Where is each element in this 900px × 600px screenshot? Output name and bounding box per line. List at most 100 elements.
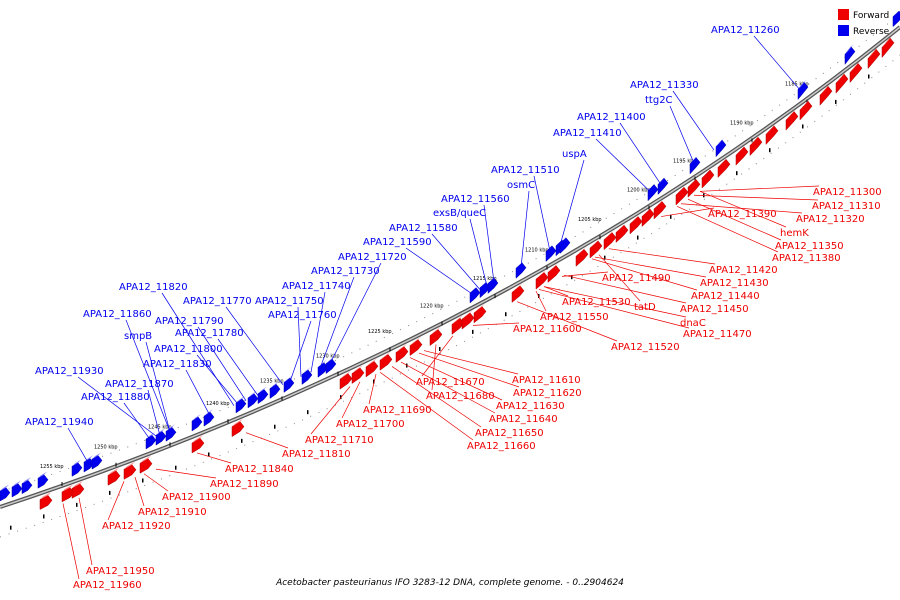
reverse-gene-leader [147, 389, 161, 436]
scale-label: 1230 kbp [316, 354, 340, 360]
forward-gene-leader [196, 452, 232, 464]
forward-gene-label: APA12_11680 [426, 391, 495, 402]
scale-label: 1195 kbp [673, 158, 697, 164]
forward-gene-leader [245, 432, 289, 449]
forward-gene-label: APA12_11890 [210, 479, 279, 490]
forward-gene-leader [423, 350, 519, 375]
forward-gene-4-top [124, 461, 135, 470]
reverse-gene-label: APA12_11410 [553, 128, 622, 139]
forward-gene-label: APA12_11390 [708, 209, 777, 220]
scale-label: 1200 kbp [627, 188, 651, 194]
reverse-gene-20 [469, 287, 481, 304]
reverse-gene-label: APA12_11800 [154, 344, 223, 355]
reverse-gene-leader [123, 402, 151, 440]
forward-gene-label: APA12_11950 [86, 566, 155, 577]
forward-gene-label: APA12_11840 [225, 464, 294, 475]
forward-gene-16-top [462, 309, 473, 320]
forward-gene-27-top [654, 198, 665, 209]
forward-gene-leader [472, 322, 520, 326]
forward-gene-24 [615, 224, 629, 244]
forward-gene-label: APA12_11660 [467, 441, 536, 452]
forward-gene-label: APA12_11320 [796, 214, 865, 225]
reverse-gene-29 [689, 156, 701, 175]
forward-gene-leader [535, 290, 547, 312]
reverse-gene-label: APA12_11760 [268, 310, 337, 321]
reverse-gene-2 [21, 479, 33, 495]
forward-gene-19-top [536, 269, 547, 280]
forward-gene-label: APA12_11490 [602, 273, 671, 284]
forward-gene-leader [543, 286, 569, 297]
scale-label: 1245 kbp [148, 424, 172, 430]
reverse-gene-label: APA12_11930 [35, 366, 104, 377]
forward-gene-leader [591, 258, 698, 291]
reverse-gene-29-top [690, 154, 699, 164]
forward-gene-label: APA12_11960 [73, 580, 142, 591]
forward-gene-24-top [616, 222, 627, 233]
forward-gene-26 [641, 208, 655, 228]
reverse-gene-label: APA12_11860 [83, 309, 152, 320]
reverse-gene-24 [545, 245, 557, 263]
forward-gene-26-top [642, 205, 653, 217]
forward-gene-label: APA12_11550 [540, 312, 609, 323]
reverse-gene-3-top [38, 471, 47, 479]
reverse-gene-leader [289, 320, 312, 382]
forward-gene-label: APA12_11920 [102, 521, 171, 532]
forward-gene-21-top [576, 246, 587, 257]
scale-label: 1215 kbp [473, 276, 497, 282]
axis-marker [10, 525, 12, 530]
forward-gene-40-top [868, 46, 879, 59]
forward-gene-25-top [630, 213, 641, 224]
forward-gene-17-top [474, 303, 485, 313]
reverse-gene-4 [71, 462, 83, 477]
reverse-gene-25-top [556, 237, 565, 246]
axis-marker [76, 502, 78, 507]
forward-gene-label: dnaC [680, 318, 706, 329]
forward-gene-25 [629, 216, 643, 235]
scale-label: 1240 kbp [206, 401, 230, 407]
forward-gene-label: APA12_11620 [513, 388, 582, 399]
reverse-gene-label: uspA [562, 149, 587, 160]
genome-axis-highlight [0, 26, 900, 508]
reverse-gene-leader [469, 218, 488, 287]
forward-gene-label: APA12_11690 [363, 405, 432, 416]
reverse-gene-14 [257, 388, 269, 405]
reverse-gene-leader [329, 262, 382, 364]
forward-gene-22 [589, 240, 603, 259]
reverse-gene-17-top [302, 366, 311, 375]
reverse-gene-leader [431, 233, 481, 290]
forward-gene-18-top [512, 282, 523, 293]
scale-label: 1255 kbp [40, 464, 64, 470]
legend-reverse-swatch [838, 25, 849, 36]
forward-gene-35-top [786, 108, 797, 121]
forward-gene-3 [107, 470, 121, 486]
forward-gene-39-top [850, 60, 861, 73]
forward-gene-10-top [366, 358, 377, 367]
forward-gene-5-top [140, 455, 151, 464]
forward-gene-label: APA12_11310 [812, 201, 881, 212]
legend-forward-label: Forward [853, 11, 889, 21]
reverse-gene-label: APA12_11830 [143, 359, 212, 370]
reverse-gene-32 [844, 46, 856, 66]
forward-gene-12-top [396, 343, 407, 353]
forward-gene-5 [139, 458, 153, 474]
reverse-gene-leader [185, 369, 211, 416]
forward-gene-7 [231, 421, 245, 438]
forward-gene-label: APA12_11670 [416, 377, 485, 388]
reverse-gene-leader [483, 204, 495, 283]
reverse-gene-26-top [560, 234, 569, 244]
reverse-gene-label: APA12_11720 [338, 252, 407, 263]
forward-gene-8-top [340, 370, 351, 380]
reverse-gene-23 [515, 262, 527, 279]
reverse-gene-leader [319, 276, 355, 369]
reverse-gene-leader [196, 354, 239, 405]
reverse-gene-label: APA12_11790 [155, 316, 224, 327]
forward-gene-27 [653, 200, 667, 220]
forward-gene-leader [155, 468, 217, 479]
forward-gene-label: APA12_11450 [680, 304, 749, 315]
reverse-gene-label: APA12_11330 [630, 80, 699, 91]
forward-gene-leader [594, 256, 707, 278]
forward-gene-label: APA12_11900 [162, 492, 231, 503]
reverse-gene-16 [283, 377, 295, 393]
reverse-gene-label: APA12_11560 [441, 194, 510, 205]
